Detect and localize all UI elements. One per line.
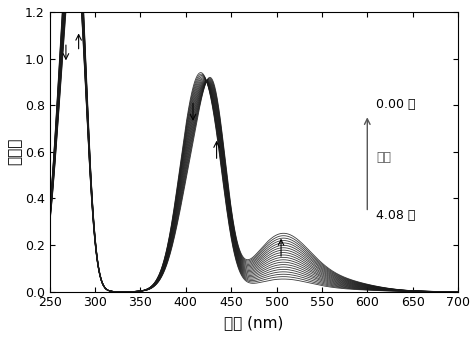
Text: 氰根: 氰根	[376, 151, 390, 164]
X-axis label: 波长 (nm): 波长 (nm)	[224, 315, 283, 330]
Text: 4.08 倍: 4.08 倍	[376, 209, 415, 222]
Text: 0.00 倍: 0.00 倍	[376, 97, 415, 111]
Y-axis label: 吸光度: 吸光度	[7, 138, 22, 165]
